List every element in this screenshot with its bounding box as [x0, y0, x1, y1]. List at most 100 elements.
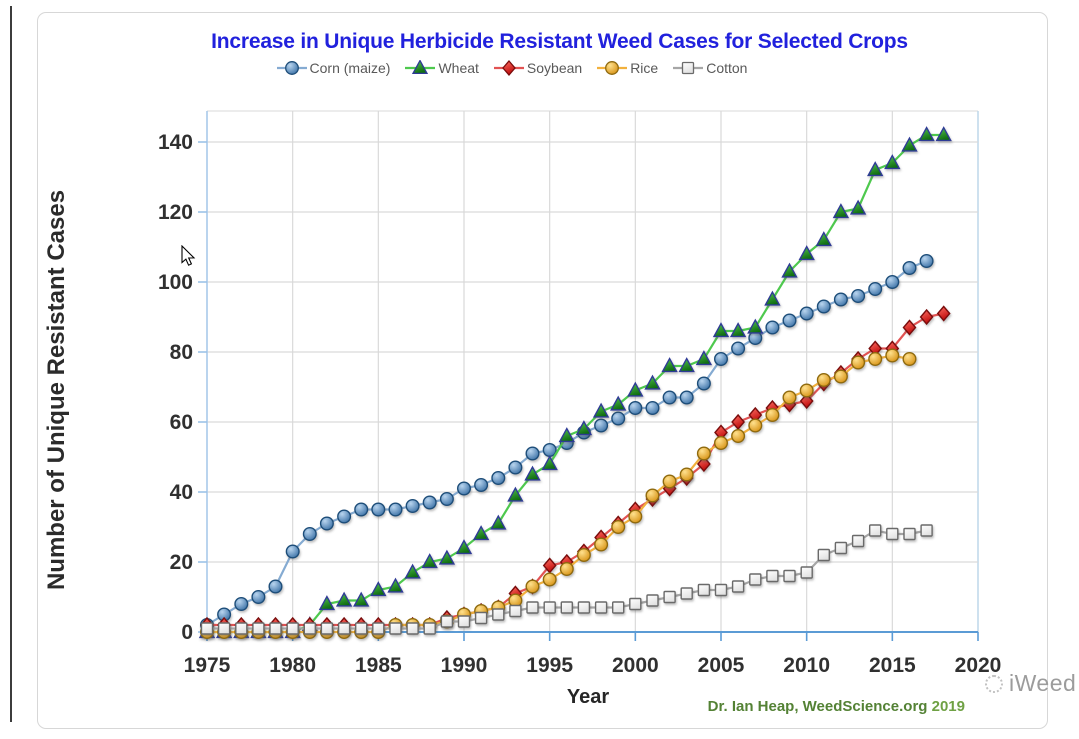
series-corn-maize-marker [833, 292, 848, 307]
x-tick-label: 1985 [355, 654, 402, 677]
x-tick-label: 2000 [612, 654, 659, 677]
series-wheat-marker [815, 231, 832, 247]
series-cotton-marker [714, 583, 728, 597]
series-wheat-marker [849, 199, 867, 215]
series-cotton-marker [406, 622, 419, 635]
series-cotton-marker [612, 601, 625, 614]
series-rice-marker [662, 474, 677, 489]
series-corn-maize-marker [491, 471, 506, 486]
series-corn-maize-marker [319, 516, 334, 531]
series-corn-maize-marker [268, 579, 283, 594]
series-cotton-marker [629, 597, 642, 611]
legend-soybean-label: Soybean [526, 60, 583, 76]
y-tick-label: 140 [158, 131, 193, 154]
series-wheat-marker [558, 427, 575, 443]
series-cotton-marker [355, 622, 368, 635]
series-cotton-marker [731, 580, 745, 593]
series-rice-marker [868, 352, 883, 367]
series-corn-maize-marker [628, 401, 643, 416]
series-corn-maize-marker [714, 352, 729, 367]
series-cotton-marker [903, 527, 916, 541]
series-corn-maize-marker [645, 401, 660, 416]
series-wheat-marker [884, 154, 901, 170]
x-tick-label: 2005 [698, 654, 745, 677]
series-corn-maize-marker [799, 306, 814, 321]
series-wheat-marker [627, 381, 644, 397]
series-wheat-marker [353, 591, 370, 607]
series-wheat-marker [404, 563, 421, 579]
x-tick-label: 2010 [783, 654, 830, 677]
series-corn-maize-marker [337, 509, 352, 524]
x-tick-label: 1980 [269, 654, 316, 677]
chart-title: Increase in Unique Herbicide Resistant W… [211, 30, 908, 53]
series-wheat-marker [318, 595, 336, 611]
legend-cotton-label: Cotton [706, 60, 748, 76]
series-wheat-marker [764, 290, 781, 306]
series-corn-maize-marker [285, 544, 300, 559]
series-cotton-marker [577, 601, 591, 614]
series-corn-maize-marker [405, 499, 420, 514]
series-wheat-marker [918, 126, 935, 142]
series-corn-maize-marker [594, 418, 609, 433]
legend-corn-maize-marker-icon [284, 61, 299, 75]
attribution-text: Dr. Ian Heap, WeedScience.org [707, 698, 928, 715]
series-corn-maize-marker [525, 446, 540, 461]
series-corn-maize-marker [251, 590, 266, 605]
series-corn-maize-marker [868, 282, 883, 297]
series-wheat-marker [524, 465, 541, 481]
series-rice-marker [525, 579, 540, 594]
series-wheat-marker [507, 486, 524, 502]
legend-item-cotton: Cotton [672, 60, 747, 76]
series-corn-maize-marker [816, 299, 831, 314]
series-wheat-marker [935, 126, 952, 142]
series-cotton-marker [783, 569, 796, 583]
series-soybean-marker [936, 305, 951, 322]
series-wheat-marker [575, 420, 593, 436]
y-tick-label: 0 [181, 621, 193, 644]
series-rice-marker [542, 572, 557, 587]
series-cotton-marker [697, 583, 711, 597]
series-corn-maize-marker [731, 341, 746, 356]
series-cotton-marker [869, 524, 882, 537]
series-cotton-marker [851, 534, 865, 548]
x-tick-label: 1995 [526, 654, 573, 677]
legend-rice-marker-icon [605, 61, 620, 75]
series-rice [199, 348, 917, 640]
series-rice-marker [611, 520, 626, 535]
legend-rice-swatch [597, 61, 628, 75]
legend-cotton-swatch [673, 61, 704, 75]
legend-soybean-marker-icon [502, 60, 516, 76]
chart-card [37, 12, 1048, 729]
series-cotton-marker [337, 622, 351, 635]
series-cotton-marker [509, 604, 522, 618]
y-tick-label: 80 [170, 341, 193, 364]
y-axis-title: Number of Unique Resistant Cases [43, 189, 70, 591]
attribution: Dr. Ian Heap, WeedScience.org 2019 [708, 698, 965, 715]
series-cotton-marker [920, 524, 933, 537]
attribution-year: 2019 [931, 698, 965, 715]
series-wheat-marker [335, 591, 353, 607]
series-corn-maize-marker [662, 390, 677, 405]
series-rice-marker [816, 373, 831, 388]
series-corn-maize-marker [234, 597, 249, 612]
legend-rice-label: Rice [630, 60, 659, 76]
series-rice-marker [902, 352, 917, 367]
legend-item-corn-maize: Corn (maize) [276, 60, 390, 76]
series-wheat-marker [712, 322, 730, 338]
series-cotton-marker [492, 608, 505, 621]
series-wheat-marker [832, 203, 850, 219]
series-cotton-marker [320, 622, 334, 635]
series-rice-marker [696, 446, 711, 461]
x-tick-label: 1975 [184, 654, 231, 677]
x-tick-label: 2015 [869, 654, 916, 677]
y-tick-label: 20 [170, 551, 193, 574]
series-cotton-marker [423, 622, 436, 635]
series-cotton-marker [235, 622, 248, 635]
legend-wheat-label: Wheat [438, 60, 479, 76]
series-rice-marker [765, 408, 780, 423]
x-tick-label: 1990 [441, 654, 488, 677]
series-wheat-marker [421, 553, 438, 569]
series-cotton [200, 524, 933, 635]
